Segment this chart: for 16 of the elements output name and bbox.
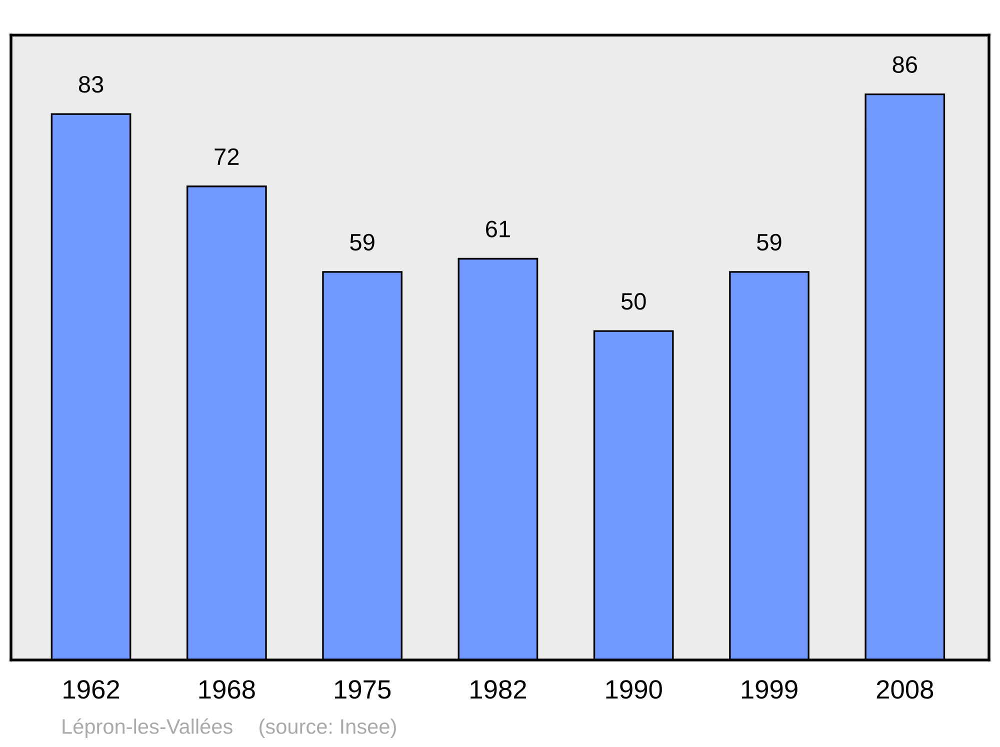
x-tick-label: 1968 bbox=[199, 680, 255, 699]
data-label: 86 bbox=[892, 56, 917, 73]
x-tick-label: 1975 bbox=[334, 680, 391, 699]
x-tick-label: 1990 bbox=[606, 680, 662, 699]
text: Lépron-les-Vallées bbox=[62, 718, 232, 738]
data-label: 59 bbox=[350, 234, 374, 251]
x-tick-label: 2008 bbox=[876, 680, 934, 699]
data-label: 83 bbox=[78, 76, 104, 93]
x-tick-label: 1982 bbox=[470, 680, 526, 699]
data-label: 50 bbox=[621, 293, 646, 310]
data-label: 72 bbox=[214, 148, 239, 165]
x-tick-label: 1999 bbox=[742, 680, 798, 699]
data-label: 61 bbox=[486, 220, 510, 238]
text: (source: Insee) bbox=[260, 718, 396, 738]
x-tick-label: 1962 bbox=[64, 680, 120, 699]
data-label: 59 bbox=[757, 234, 782, 251]
